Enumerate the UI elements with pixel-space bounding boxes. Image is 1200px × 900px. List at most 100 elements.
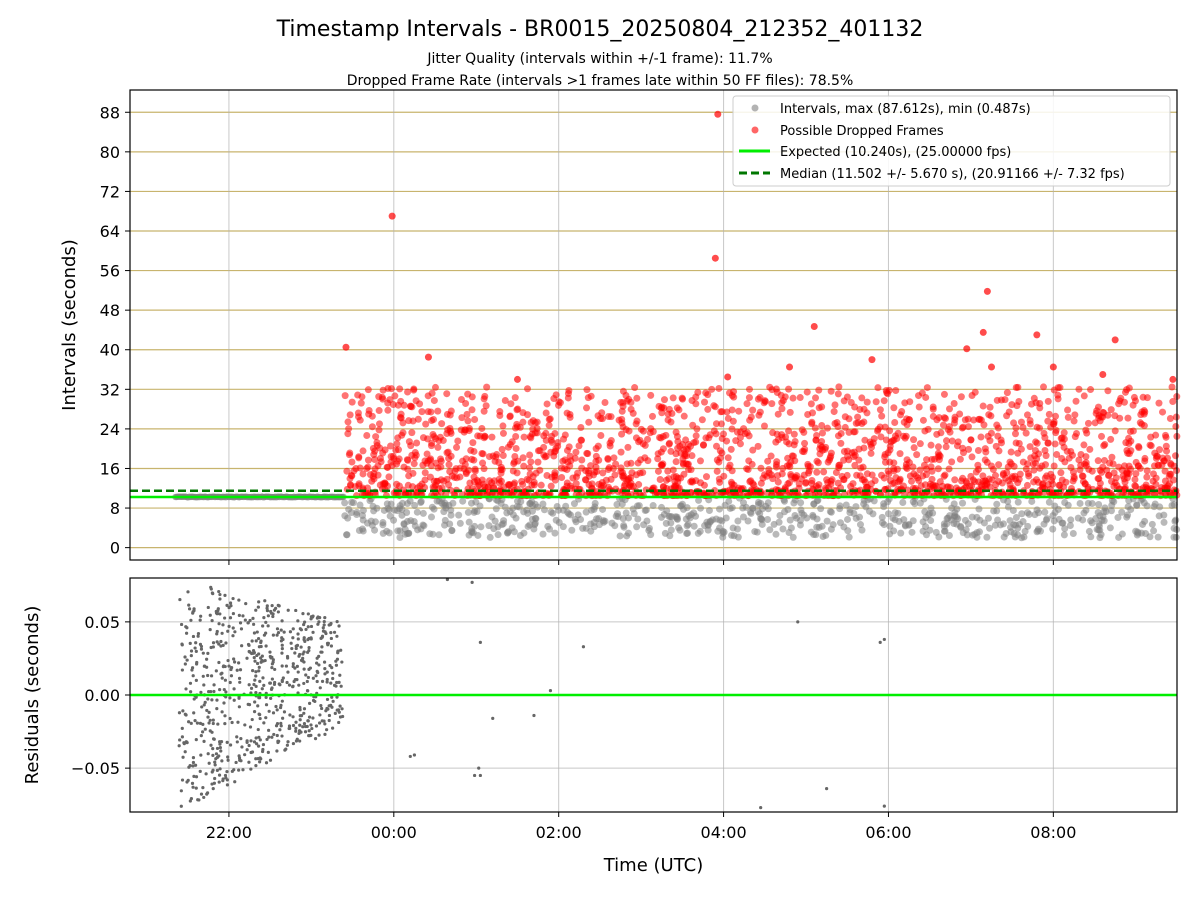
dropped-frame-point [822,443,830,451]
dropped-frame-point [659,483,667,491]
dropped-frame-point [876,406,884,414]
interval-point [619,515,627,523]
dropped-frame-point [921,427,929,435]
residual-point [304,627,308,632]
residual-point [179,622,184,627]
dropped-frame-point [446,467,454,475]
dropped-frame-point [557,464,565,472]
residual-point [221,779,225,783]
dropped-frame-point [1014,449,1022,457]
residual-point [194,786,198,790]
interval-point [954,515,962,523]
interval-point [355,527,363,535]
residual-point [314,674,318,678]
residual-point [224,641,228,645]
dropped-frame-point [592,452,600,460]
residual-point [231,611,236,616]
residual-point [237,676,242,681]
interval-point [721,501,729,509]
residual-point [227,624,231,628]
dropped-frame-point [481,392,489,400]
residual-point [262,721,266,725]
dropped-frame-point [407,442,415,450]
dropped-frame-point [1071,411,1079,419]
residual-point [253,659,257,663]
residual-point [211,747,215,751]
dropped-frame-point [552,391,560,399]
dropped-frame-point [1016,470,1024,478]
residual-point [291,741,296,746]
dropped-frame-point [852,419,860,427]
interval-point [793,514,801,522]
interval-point [1168,501,1176,509]
residual-point [207,689,211,694]
dropped-frame-point [1168,383,1176,391]
residual-point [337,680,341,684]
residual-point [233,630,237,634]
residual-point [477,766,481,770]
residual-point [478,773,482,778]
residual-point [271,711,276,715]
dropped-frame-point [1103,466,1111,474]
dropped-frame-point [542,429,550,437]
dropped-frame-point [1077,450,1085,458]
dropped-frame-point [458,414,466,422]
dropped-frame-point [474,482,482,490]
dropped-frame-point [563,446,571,454]
residual-point [273,667,277,672]
dropped-frame-point [785,427,793,435]
interval-point [1160,511,1168,519]
interval-point [1110,498,1118,506]
residual-point [257,600,261,604]
dropped-frame-point [957,393,965,401]
dropped-frame-outlier [1111,336,1119,344]
interval-point [446,520,454,528]
dropped-frame-point [918,389,926,397]
dropped-frame-point [624,443,632,451]
dropped-frame-point [665,439,673,447]
dropped-frame-point [878,471,886,479]
dropped-frame-point [785,479,793,487]
dropped-frame-point [906,472,914,480]
dropped-frame-point [929,403,937,411]
residual-point [287,724,292,728]
residual-point [308,666,313,670]
residual-point [194,678,198,682]
dropped-frame-point [1047,423,1055,431]
residual-point [305,679,309,684]
residual-point [307,715,312,719]
intervals-ytick-label: 32 [100,380,120,399]
residual-point [216,722,220,726]
residual-point [223,678,228,682]
dropped-frame-point [943,437,951,445]
residual-point [316,622,320,626]
residual-point [314,724,319,728]
dropped-frame-point [820,468,828,476]
interval-point [1170,524,1178,532]
dropped-frame-point [1075,456,1083,464]
dropped-frame-outlier [714,110,722,118]
residual-point [267,735,271,739]
dropped-frame-point [644,435,652,443]
dropped-frame-point [478,424,486,432]
dropped-frame-point [375,426,383,434]
interval-point [770,520,778,528]
interval-point [950,500,958,508]
dropped-frame-point [618,415,626,423]
dropped-frame-point [727,445,735,453]
residual-point [281,637,285,642]
residual-point [238,680,242,684]
dropped-frame-point [803,388,811,396]
dropped-frame-point [660,396,668,404]
interval-point [348,509,356,517]
dropped-frame-point [439,437,447,445]
residual-point [237,768,241,772]
residual-point [331,676,335,681]
interval-point [488,513,496,521]
dropped-frame-point [1153,452,1161,460]
dropped-frame-point [948,458,956,466]
interval-point [1042,516,1050,524]
residual-point [322,660,327,664]
dropped-frame-point [1040,429,1048,437]
residual-point [189,721,193,725]
